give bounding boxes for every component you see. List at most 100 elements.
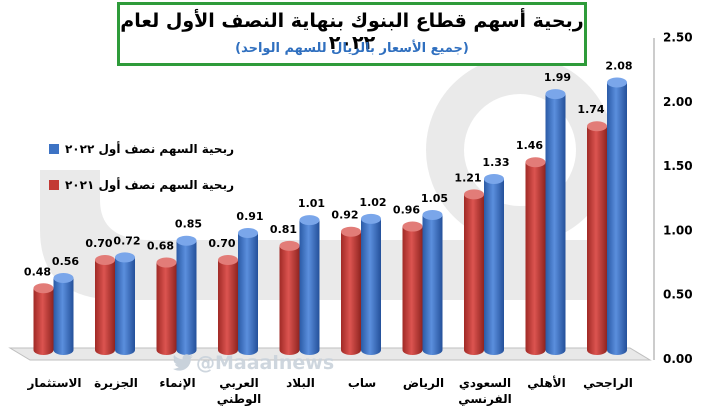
bar-bottom-2021 bbox=[95, 345, 115, 355]
bar-bottom-2021 bbox=[464, 345, 484, 355]
legend-item-2021: ربحية السهم نصف أول ٢٠٢١ bbox=[14, 176, 234, 194]
bar-body-2022 bbox=[176, 240, 197, 350]
bar-body-2021 bbox=[156, 262, 177, 350]
bar-2021-4 bbox=[341, 226, 361, 355]
bar-top-2021 bbox=[95, 254, 115, 265]
data-label-2021: 0.70 bbox=[85, 237, 112, 250]
bar-body-2021 bbox=[341, 231, 361, 350]
bar-2021-2 bbox=[464, 189, 484, 355]
x-tick-label: الوطني bbox=[217, 392, 261, 407]
data-label-2022: 2.08 bbox=[605, 60, 632, 73]
bar-body-2022 bbox=[299, 220, 320, 350]
y-tick-label: 0.50 bbox=[663, 288, 693, 302]
bar-bottom-2022 bbox=[176, 345, 197, 355]
bar-bottom-2022 bbox=[545, 345, 566, 355]
data-label-2022: 0.72 bbox=[113, 234, 140, 247]
bar-top-2022 bbox=[53, 272, 74, 283]
bar-body-2022 bbox=[238, 232, 258, 350]
bar-2022-3 bbox=[422, 209, 443, 355]
bar-body-2021 bbox=[525, 162, 546, 350]
bar-bottom-2021 bbox=[218, 345, 238, 355]
data-label-2021: 0.92 bbox=[331, 209, 358, 222]
bar-2022-6 bbox=[238, 227, 258, 355]
legend: ربحية السهم نصف أول ٢٠٢٢ ربحية السهم نصف… bbox=[14, 140, 234, 212]
data-label-2022: 0.85 bbox=[175, 218, 202, 231]
bar-2021-5 bbox=[279, 240, 300, 355]
data-label-2022: 0.91 bbox=[236, 210, 263, 223]
bar-top-2022 bbox=[115, 252, 135, 263]
bar-bottom-2022 bbox=[238, 345, 258, 355]
data-label-2022: 1.05 bbox=[421, 192, 448, 205]
bar-2022-7 bbox=[176, 235, 197, 355]
bar-top-2021 bbox=[156, 257, 177, 268]
bar-2021-1 bbox=[525, 157, 546, 355]
bar-bottom-2022 bbox=[422, 345, 443, 355]
bar-body-2022 bbox=[361, 218, 381, 350]
legend-item-2022: ربحية السهم نصف أول ٢٠٢٢ bbox=[14, 140, 234, 158]
bar-2022-9 bbox=[53, 272, 74, 355]
bar-bottom-2021 bbox=[156, 345, 177, 355]
twitter-bird-icon bbox=[172, 354, 193, 371]
x-tick-label: ساب bbox=[348, 376, 376, 390]
data-label-2021: 1.21 bbox=[454, 171, 481, 184]
bar-top-2021 bbox=[218, 254, 238, 265]
data-label-2021: 1.74 bbox=[577, 103, 604, 116]
bar-2022-5 bbox=[299, 215, 320, 355]
data-label-2022: 0.56 bbox=[52, 255, 79, 268]
bar-bottom-2021 bbox=[341, 345, 361, 355]
bar-top-2021 bbox=[279, 240, 300, 251]
bar-body-2021 bbox=[95, 259, 115, 350]
bar-body-2022 bbox=[545, 94, 566, 350]
bar-2022-0 bbox=[607, 77, 627, 355]
bar-2021-0 bbox=[587, 121, 607, 355]
y-tick-label: 0.00 bbox=[663, 352, 693, 366]
data-label-2021: 0.96 bbox=[393, 204, 420, 217]
y-tick-label: 2.00 bbox=[663, 95, 693, 109]
bar-body-2021 bbox=[402, 226, 423, 350]
bar-top-2022 bbox=[545, 89, 566, 100]
bar-bottom-2022 bbox=[299, 345, 320, 355]
bar-body-2022 bbox=[115, 257, 135, 350]
data-label-2021: 0.70 bbox=[208, 237, 235, 250]
title-box: ربحية أسهم قطاع البنوك بنهاية النصف الأو… bbox=[117, 2, 587, 66]
x-tick-label: الراجحي bbox=[583, 376, 633, 390]
bar-bottom-2022 bbox=[53, 345, 74, 355]
bar-2022-1 bbox=[545, 89, 566, 355]
bar-body-2021 bbox=[587, 126, 607, 351]
data-label-2022: 1.02 bbox=[359, 196, 386, 209]
bar-2021-9 bbox=[33, 283, 54, 355]
bar-top-2021 bbox=[33, 283, 54, 294]
bar-2021-6 bbox=[218, 254, 238, 355]
bar-top-2022 bbox=[299, 215, 320, 226]
bar-2021-8 bbox=[95, 254, 115, 355]
x-tick-label: السعودي bbox=[459, 376, 511, 391]
x-tick-label: الإنماء bbox=[159, 376, 195, 390]
bar-top-2021 bbox=[341, 226, 361, 237]
chart-subtitle: (جميع الأسعار بالريال للسهم الواحد) bbox=[235, 41, 469, 56]
bar-bottom-2022 bbox=[361, 345, 381, 355]
bar-bottom-2022 bbox=[607, 345, 627, 355]
x-tick-label: الجزيرة bbox=[94, 376, 138, 390]
bar-bottom-2021 bbox=[525, 345, 546, 355]
bar-top-2021 bbox=[587, 121, 607, 132]
bar-2022-4 bbox=[361, 213, 381, 355]
data-label-2021: 0.68 bbox=[147, 240, 174, 253]
watermark: @Maaalnews bbox=[196, 352, 335, 374]
legend-swatch-2021 bbox=[48, 180, 59, 190]
data-label-2021: 0.48 bbox=[24, 265, 51, 278]
bar-top-2021 bbox=[402, 221, 423, 232]
bar-bottom-2021 bbox=[402, 345, 423, 355]
data-label-2021: 0.81 bbox=[270, 223, 297, 236]
bar-body-2022 bbox=[484, 178, 504, 350]
bar-top-2022 bbox=[484, 173, 504, 184]
bar-body-2022 bbox=[607, 82, 627, 351]
bar-body-2022 bbox=[422, 214, 443, 350]
chart-title: ربحية أسهم قطاع البنوك بنهاية النصف الأو… bbox=[120, 10, 584, 54]
legend-swatch-2022 bbox=[48, 144, 59, 154]
bar-body-2021 bbox=[464, 194, 484, 350]
x-tick-label: الأهلي bbox=[527, 375, 565, 390]
bar-body-2021 bbox=[33, 288, 54, 350]
bar-bottom-2022 bbox=[115, 345, 135, 355]
data-label-2022: 1.99 bbox=[544, 71, 571, 84]
bar-top-2021 bbox=[525, 157, 546, 168]
